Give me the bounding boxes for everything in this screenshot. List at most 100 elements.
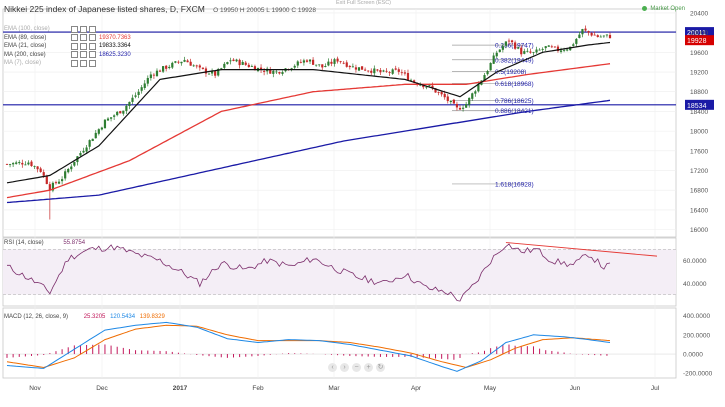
visibility-toggle[interactable]	[71, 42, 78, 50]
rsi-value: 55.8754	[63, 240, 86, 246]
visibility-toggle[interactable]	[71, 25, 78, 33]
candle-body	[501, 46, 504, 50]
candle-body	[116, 111, 119, 116]
candle-body	[223, 63, 226, 68]
candle-body	[220, 68, 223, 70]
rsi-line	[7, 243, 611, 302]
visibility-toggle[interactable]	[71, 59, 78, 67]
candle-body	[305, 60, 309, 62]
candle-body	[42, 172, 45, 176]
candle-body	[590, 32, 593, 36]
chart-navigation: ‹ › − + ↻	[328, 363, 385, 372]
candle-body	[382, 70, 385, 72]
legend-value: 18625.3230	[99, 51, 131, 58]
y-tick-label: 19200	[690, 70, 708, 77]
candle-body	[269, 69, 272, 74]
macd-tick-label: 0.0000	[683, 352, 703, 359]
remove-toggle[interactable]	[89, 42, 96, 50]
macd-line	[6, 321, 611, 372]
candle-body	[315, 64, 318, 66]
candle-body	[60, 179, 64, 182]
candle-body	[486, 71, 489, 75]
candle-body	[538, 49, 541, 51]
candle-body	[406, 72, 410, 81]
settings-toggle[interactable]	[80, 59, 87, 67]
candle-body	[492, 55, 495, 64]
macd-value: 120.5434	[110, 314, 136, 320]
x-tick-label: Dec	[96, 385, 108, 392]
legend-label: MA (200, close)	[4, 51, 46, 58]
candle-body	[596, 35, 599, 38]
candle-body	[449, 100, 452, 103]
candle-body	[27, 162, 30, 165]
candle-body	[168, 66, 171, 69]
candle-body	[419, 84, 422, 86]
candle-body	[397, 69, 400, 72]
candle-body	[520, 47, 523, 55]
visibility-toggle[interactable]	[71, 34, 78, 42]
zoom-in-icon[interactable]: +	[364, 363, 373, 372]
settings-toggle[interactable]	[80, 34, 87, 42]
remove-toggle[interactable]	[89, 34, 96, 42]
candle-body	[106, 118, 110, 121]
rsi-label: RSI (14, close)	[4, 240, 44, 246]
arrow-left-icon[interactable]: ‹	[328, 363, 337, 372]
y-tick-label: 18000	[690, 129, 708, 136]
exit-fullscreen-hint[interactable]: Exit Full Screen (ESC)	[336, 0, 392, 6]
legend-label: EMA (89, close)	[4, 34, 47, 41]
fib-label: 0.886(18421)	[495, 108, 534, 115]
candle-body	[578, 34, 581, 38]
candle-body	[364, 69, 367, 71]
panel-frame	[2, 307, 677, 379]
remove-toggle[interactable]	[89, 59, 96, 67]
candle-body	[602, 35, 605, 37]
candle-body	[30, 161, 33, 167]
candle-body	[455, 103, 459, 108]
fib-label: 0.618(18968)	[495, 81, 534, 88]
fibonacci-levels: 0.236(19747)0.382(19449)0.5(19208)0.618(…	[452, 43, 534, 188]
candle-body	[339, 61, 342, 63]
candle-body	[342, 62, 345, 64]
candle-body	[88, 140, 91, 147]
remove-toggle[interactable]	[89, 25, 96, 33]
zoom-out-icon[interactable]: −	[352, 363, 361, 372]
y-tick-label: 16000	[690, 227, 708, 234]
legend-label: EMA (100, close)	[4, 26, 50, 33]
candle-body	[547, 45, 550, 47]
settings-toggle[interactable]	[80, 25, 87, 33]
candle-body	[189, 61, 192, 66]
candle-body	[409, 79, 413, 81]
fib-label: 1.618(16928)	[495, 181, 534, 188]
rsi-legend: RSI (14, close) 55.8754	[4, 240, 85, 246]
level-tag	[685, 27, 714, 38]
remove-toggle[interactable]	[89, 51, 96, 59]
arrow-right-icon[interactable]: ›	[340, 363, 349, 372]
candle-body	[217, 69, 220, 76]
candle-body	[36, 166, 39, 170]
chart-title: Nikkei 225 index of Japanese listed shar…	[4, 4, 316, 14]
candle-body	[550, 46, 553, 48]
reset-icon[interactable]: ↻	[376, 363, 385, 372]
signal-value: 139.8329	[139, 314, 165, 320]
candle-body	[192, 65, 195, 67]
candle-body	[140, 87, 143, 91]
candle-body	[360, 66, 364, 70]
settings-toggle[interactable]	[80, 42, 87, 50]
candle-body	[119, 111, 122, 114]
candle-body	[171, 62, 174, 68]
candle-body	[39, 168, 42, 172]
candle-body	[394, 68, 397, 70]
candle-body	[214, 71, 217, 76]
candle-body	[556, 46, 560, 52]
candle-body	[100, 127, 103, 130]
settings-toggle[interactable]	[80, 51, 87, 59]
candle-body	[259, 67, 263, 70]
candle-body	[562, 50, 566, 51]
visibility-toggle[interactable]	[71, 51, 78, 59]
candle-body	[575, 38, 578, 44]
candle-body	[526, 50, 529, 52]
signal-line	[6, 324, 611, 369]
candle-body	[15, 162, 18, 164]
candle-body	[434, 88, 437, 93]
